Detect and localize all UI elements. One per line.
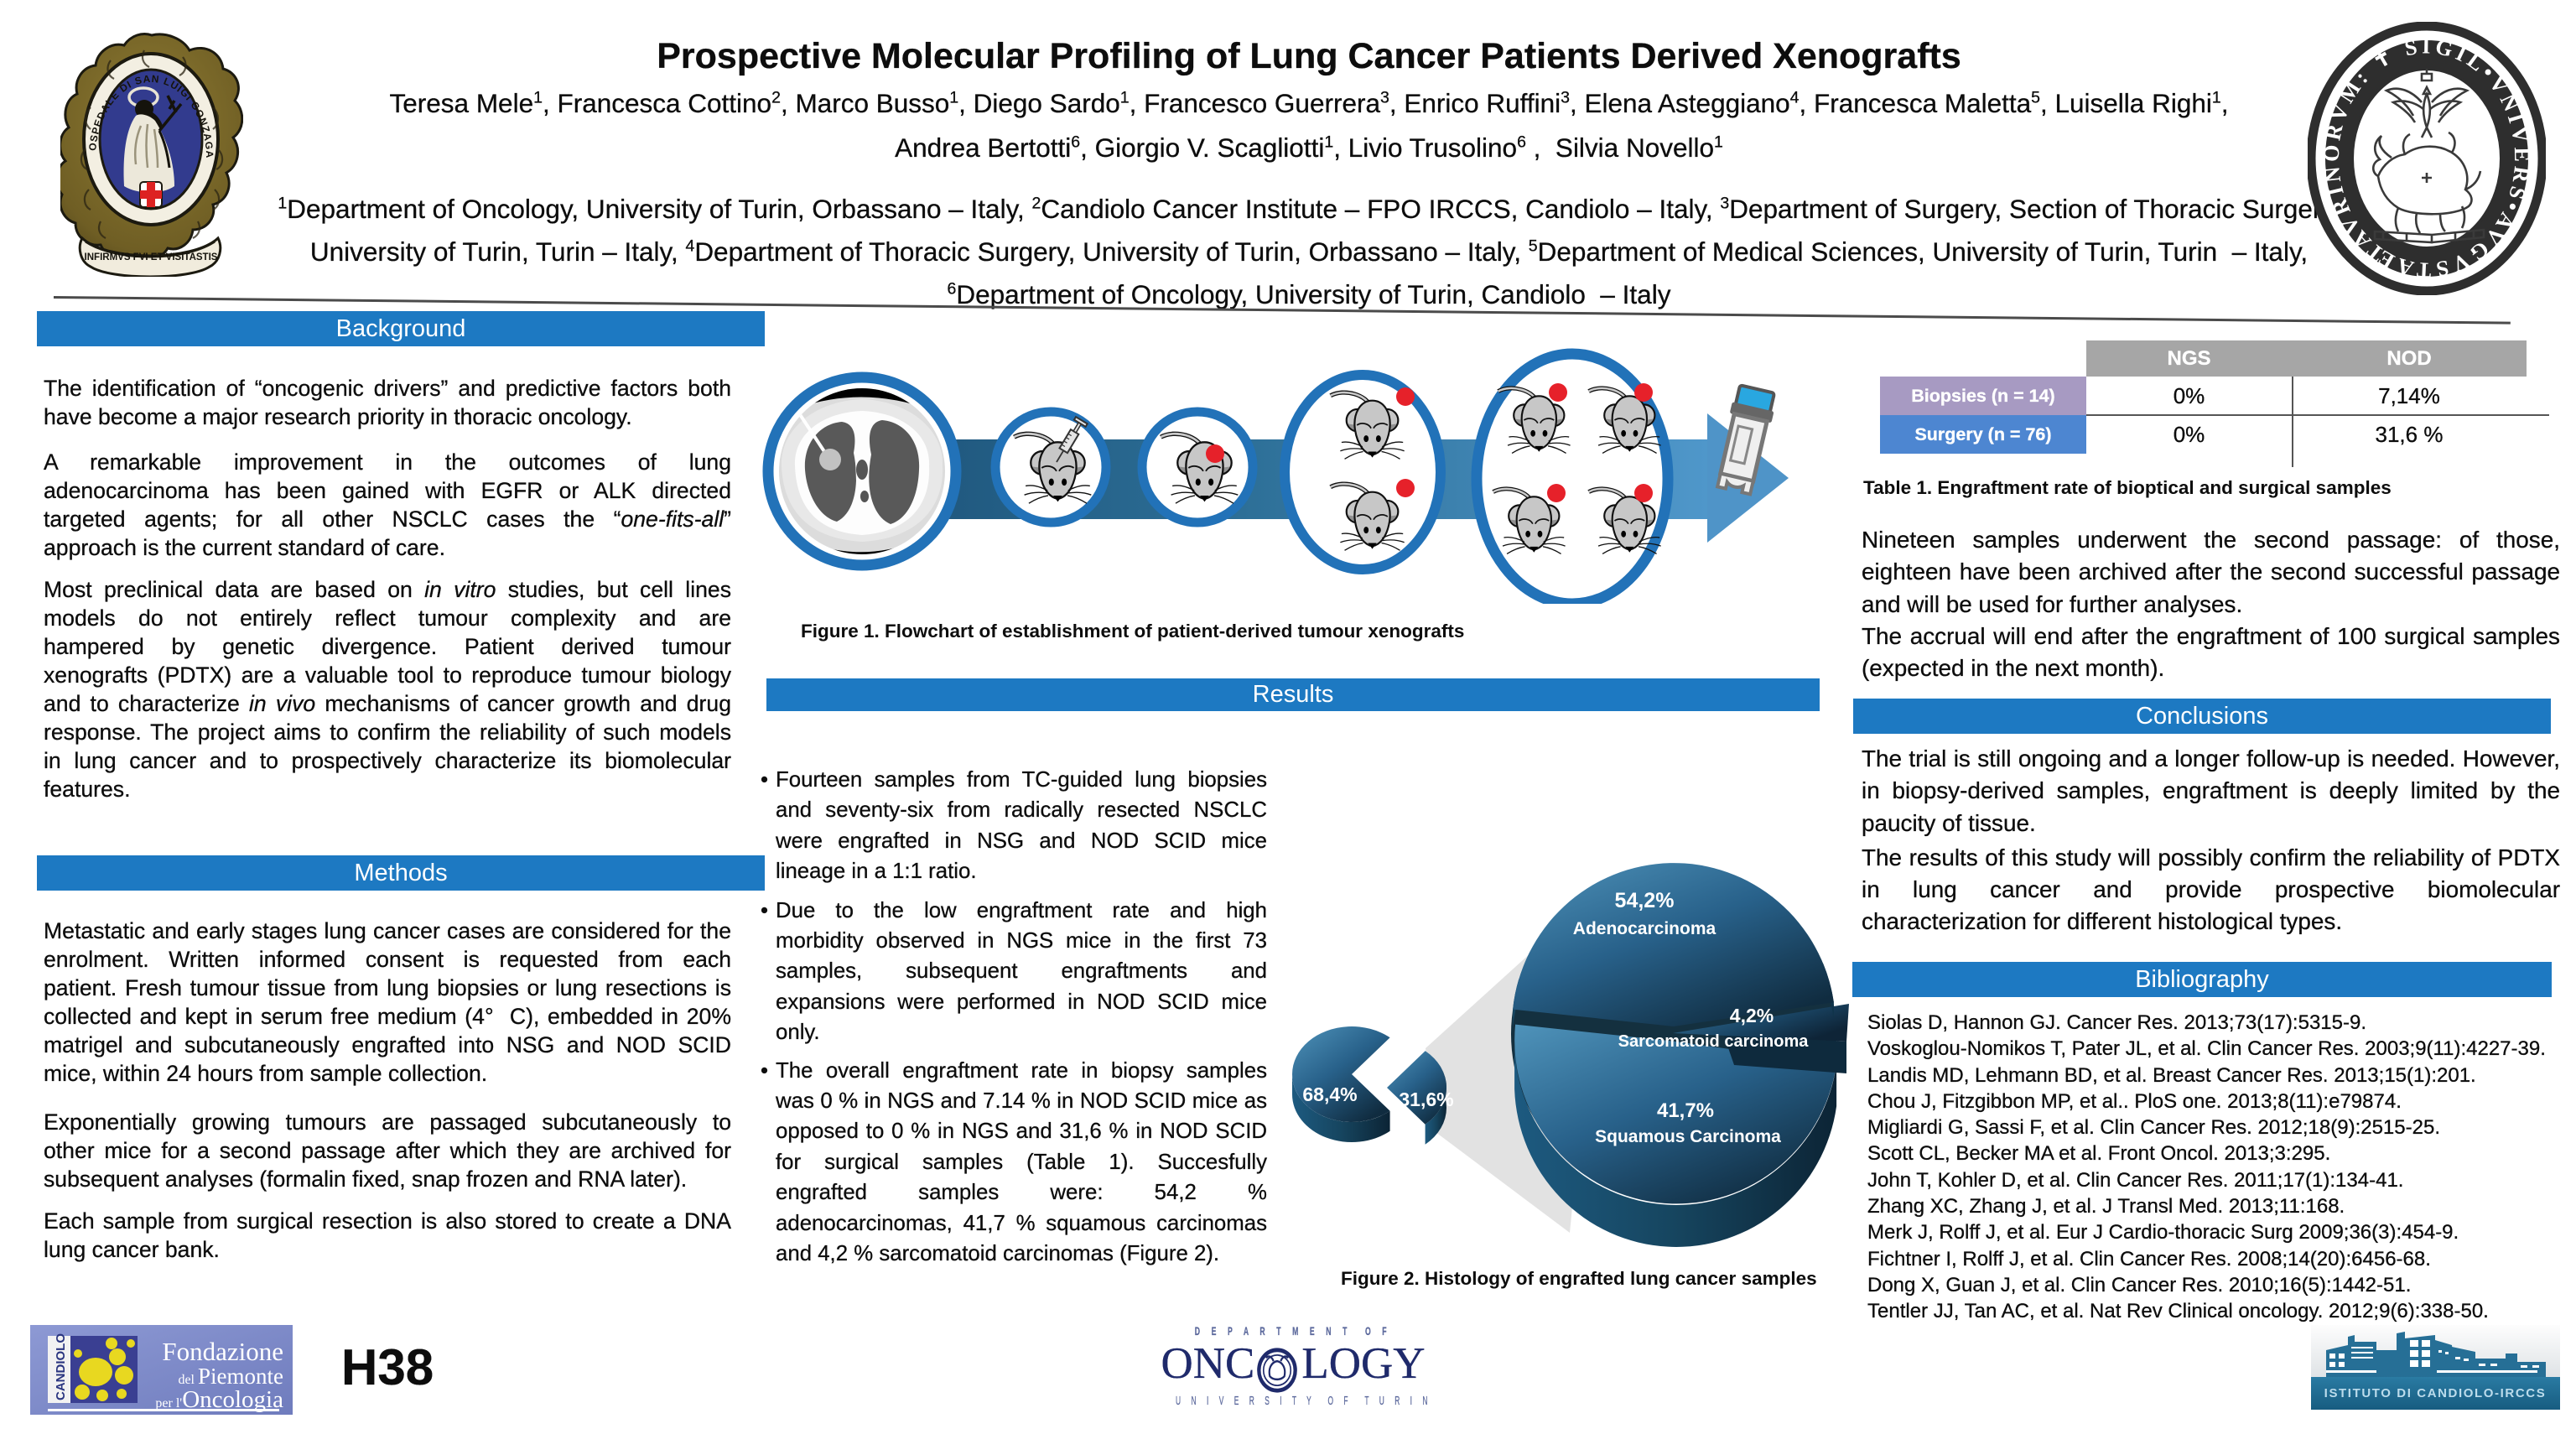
svg-text:4,2%: 4,2% (1730, 1005, 1774, 1026)
svg-text:68,4%: 68,4% (1302, 1083, 1357, 1105)
svg-text:41,7%: 41,7% (1657, 1099, 1714, 1122)
svg-text:Sarcomatoid carcinoma: Sarcomatoid carcinoma (1618, 1032, 1810, 1051)
svg-text:54,2%: 54,2% (1615, 889, 1675, 912)
svg-text:ISTITUTO DI CANDIOLO-IRCCS: ISTITUTO DI CANDIOLO-IRCCS (2324, 1386, 2547, 1400)
svg-text:Squamous Carcinoma: Squamous Carcinoma (1595, 1127, 1781, 1146)
svg-text:INFIRMVS FVI ET VISITASTIS: INFIRMVS FVI ET VISITASTIS (85, 252, 218, 262)
svg-text:31,6%: 31,6% (1399, 1088, 1453, 1110)
svg-text:Adenocarcinoma: Adenocarcinoma (1573, 919, 1716, 938)
svg-text:CANDIOLO: CANDIOLO (54, 1333, 68, 1400)
svg-text:Fondazione: Fondazione (162, 1337, 283, 1366)
